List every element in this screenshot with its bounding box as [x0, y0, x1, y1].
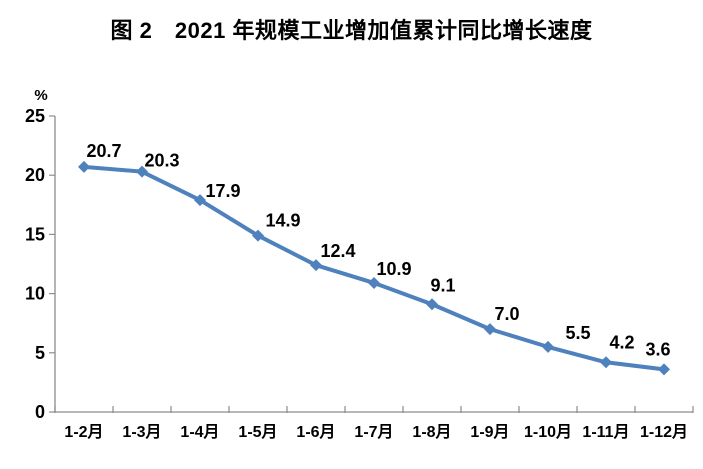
data-point-marker — [600, 356, 612, 369]
x-tick-label: 1-11月 — [582, 423, 629, 441]
y-tick-label: 15 — [25, 224, 45, 244]
data-point-marker — [194, 194, 206, 207]
data-label: 20.3 — [144, 151, 179, 171]
data-point-marker — [426, 298, 438, 311]
y-tick-label: 20 — [25, 165, 45, 185]
y-tick-label: 5 — [35, 343, 45, 363]
y-axis-unit-label: % — [34, 87, 47, 104]
x-tick-label: 1-2月 — [64, 423, 103, 441]
x-tick-label: 1-12月 — [640, 423, 688, 441]
x-tick-label: 1-6月 — [296, 423, 335, 441]
data-point-marker — [484, 323, 496, 336]
data-label: 9.1 — [430, 275, 455, 295]
data-label: 10.9 — [376, 259, 411, 279]
chart-title: 图 2 2021 年规模工业增加值累计同比增长速度 — [110, 18, 593, 43]
data-label: 14.9 — [265, 211, 300, 231]
data-point-marker — [368, 276, 380, 289]
y-tick-label: 10 — [25, 284, 45, 304]
data-label: 12.4 — [320, 241, 355, 261]
data-label: 7.0 — [494, 304, 519, 324]
y-tick-label: 25 — [25, 106, 45, 126]
data-point-marker — [136, 165, 148, 178]
data-point-marker — [542, 340, 554, 353]
data-label: 3.6 — [645, 339, 670, 359]
x-tick-label: 1-8月 — [412, 423, 451, 441]
x-tick-label: 1-9月 — [470, 423, 509, 441]
data-label: 20.7 — [86, 141, 121, 161]
data-point-marker — [310, 259, 322, 272]
data-point-marker — [78, 160, 90, 173]
data-label: 17.9 — [205, 181, 240, 201]
data-label: 5.5 — [565, 323, 590, 343]
x-tick-label: 1-10月 — [524, 423, 572, 441]
data-point-marker — [252, 229, 264, 242]
x-tick-label: 1-5月 — [238, 423, 277, 441]
data-point-marker — [658, 363, 670, 376]
x-tick-label: 1-3月 — [122, 423, 161, 441]
x-tick-label: 1-4月 — [180, 423, 219, 441]
x-tick-label: 1-7月 — [354, 423, 393, 441]
y-tick-label: 0 — [35, 402, 45, 422]
data-label: 4.2 — [609, 332, 634, 352]
